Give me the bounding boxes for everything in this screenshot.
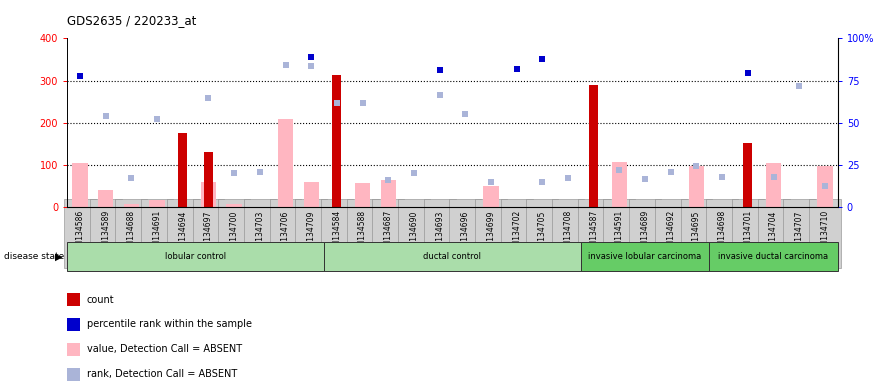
Point	[458, 111, 472, 118]
Bar	[766, 163, 781, 207]
Point	[664, 169, 678, 175]
Point	[99, 113, 113, 119]
Text: ductal control: ductal control	[424, 252, 481, 261]
Point	[304, 63, 318, 69]
Bar	[124, 204, 139, 207]
Point	[818, 183, 832, 189]
Point	[715, 174, 729, 180]
Bar	[227, 204, 242, 207]
Bar	[381, 180, 396, 207]
Text: disease state: disease state	[4, 252, 65, 261]
Text: lobular control: lobular control	[165, 252, 226, 261]
Point	[304, 54, 318, 60]
Point	[766, 174, 780, 180]
Bar	[817, 166, 832, 207]
Bar	[590, 85, 599, 207]
Point	[407, 170, 421, 176]
Point	[792, 83, 806, 89]
Bar	[98, 190, 114, 207]
Bar	[178, 133, 187, 207]
Text: GDS2635 / 220233_at: GDS2635 / 220233_at	[67, 14, 196, 27]
Point	[741, 70, 755, 76]
Point	[689, 162, 703, 169]
Text: percentile rank within the sample: percentile rank within the sample	[87, 319, 252, 329]
Point	[227, 170, 241, 176]
Bar	[201, 182, 216, 207]
Text: rank, Detection Call = ABSENT: rank, Detection Call = ABSENT	[87, 369, 237, 379]
Point	[279, 61, 293, 68]
Bar	[483, 186, 499, 207]
Point	[535, 56, 549, 62]
Point	[381, 177, 395, 183]
Text: ▶: ▶	[56, 251, 63, 262]
Point	[433, 67, 447, 73]
Bar	[612, 162, 627, 207]
Bar	[581, 242, 710, 271]
Bar	[150, 200, 165, 207]
Bar	[355, 183, 370, 207]
Point	[330, 100, 344, 106]
Point	[202, 94, 216, 101]
Point	[253, 169, 267, 175]
Text: invasive lobular carcinoma: invasive lobular carcinoma	[589, 252, 702, 261]
Bar	[324, 242, 581, 271]
Bar	[304, 182, 319, 207]
Point	[125, 175, 139, 181]
Point	[356, 99, 370, 106]
Text: invasive ductal carcinoma: invasive ductal carcinoma	[719, 252, 829, 261]
Bar	[744, 143, 753, 207]
Point	[484, 179, 498, 185]
Point	[510, 66, 524, 72]
Point	[433, 92, 447, 98]
Text: count: count	[87, 295, 115, 305]
Bar	[67, 242, 324, 271]
Point	[612, 167, 626, 173]
Bar	[689, 166, 704, 207]
Point	[561, 175, 575, 181]
Point	[638, 175, 652, 182]
Text: value, Detection Call = ABSENT: value, Detection Call = ABSENT	[87, 344, 242, 354]
Point	[150, 116, 164, 122]
Bar	[73, 163, 88, 207]
Bar	[204, 152, 213, 207]
Point	[73, 73, 87, 79]
Bar	[710, 242, 838, 271]
Point	[535, 179, 549, 185]
Bar	[278, 119, 293, 207]
Bar	[332, 75, 341, 207]
